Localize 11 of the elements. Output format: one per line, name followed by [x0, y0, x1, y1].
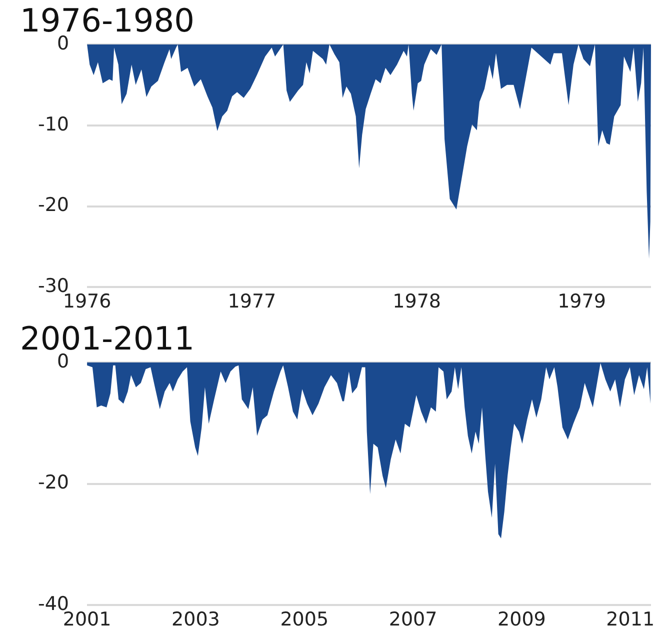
x-tick-label: 2003 — [172, 608, 220, 631]
x-tick-label: 2005 — [280, 608, 329, 631]
x-tick-label: 1977 — [228, 290, 276, 313]
y-tick-label: -20 — [38, 194, 70, 216]
x-tick-label: 2007 — [388, 608, 438, 631]
x-tick-label: 2011 — [606, 608, 655, 631]
x-tick-label: 1979 — [558, 290, 606, 313]
x-tick-label: 2009 — [498, 608, 546, 631]
y-tick-label: -10 — [38, 113, 70, 136]
x-tick-label: 1978 — [392, 290, 442, 313]
y-tick-label: -20 — [38, 472, 70, 494]
